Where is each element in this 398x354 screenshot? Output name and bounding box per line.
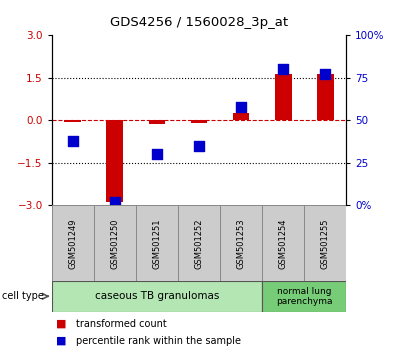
Text: GSM501250: GSM501250 <box>110 218 119 269</box>
FancyBboxPatch shape <box>262 205 304 281</box>
Text: GSM501249: GSM501249 <box>68 218 77 269</box>
Text: caseous TB granulomas: caseous TB granulomas <box>95 291 219 302</box>
FancyBboxPatch shape <box>136 205 178 281</box>
Text: percentile rank within the sample: percentile rank within the sample <box>76 336 241 346</box>
Bar <box>233 113 250 120</box>
Bar <box>317 74 334 120</box>
Text: cell type: cell type <box>2 291 44 301</box>
Text: GDS4256 / 1560028_3p_at: GDS4256 / 1560028_3p_at <box>110 16 288 29</box>
Bar <box>275 74 292 120</box>
Point <box>70 138 76 144</box>
Text: ■: ■ <box>56 319 66 329</box>
Point <box>112 199 118 205</box>
Point <box>322 72 328 77</box>
FancyBboxPatch shape <box>52 205 94 281</box>
Text: normal lung
parenchyma: normal lung parenchyma <box>276 287 332 306</box>
Bar <box>64 120 81 122</box>
Point <box>238 104 244 110</box>
FancyBboxPatch shape <box>94 205 136 281</box>
Text: GSM501254: GSM501254 <box>279 218 288 269</box>
Bar <box>106 120 123 202</box>
FancyBboxPatch shape <box>304 205 346 281</box>
Text: transformed count: transformed count <box>76 319 166 329</box>
Text: GSM501251: GSM501251 <box>152 218 162 269</box>
Point <box>280 67 286 72</box>
Point <box>196 143 202 149</box>
Text: GSM501253: GSM501253 <box>236 218 246 269</box>
FancyBboxPatch shape <box>262 281 346 312</box>
Text: GSM501252: GSM501252 <box>195 218 203 269</box>
FancyBboxPatch shape <box>220 205 262 281</box>
Bar <box>148 120 165 124</box>
Point <box>154 152 160 157</box>
Bar <box>191 120 207 122</box>
Text: ■: ■ <box>56 336 66 346</box>
FancyBboxPatch shape <box>178 205 220 281</box>
Text: GSM501255: GSM501255 <box>321 218 330 269</box>
FancyBboxPatch shape <box>52 281 262 312</box>
